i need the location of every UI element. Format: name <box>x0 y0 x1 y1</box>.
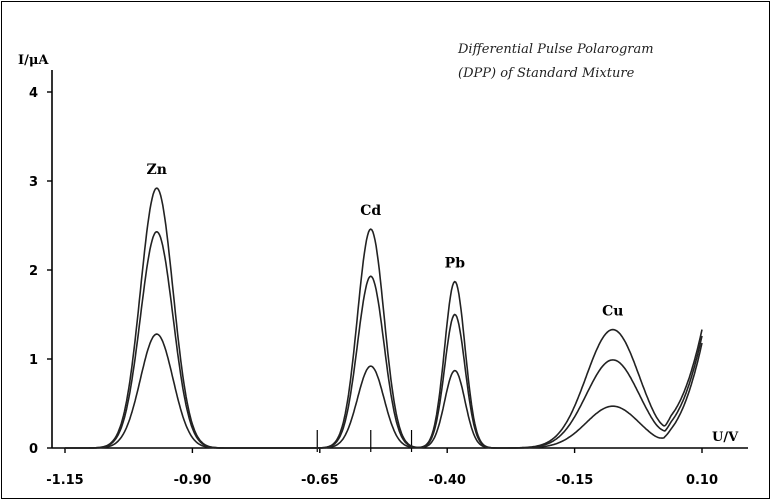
y-tick-label-3: 3 <box>29 175 38 190</box>
peak-label-zn: Zn <box>147 162 167 178</box>
dpp-curve-3 <box>65 333 703 449</box>
dpp-curve-2 <box>65 231 703 449</box>
y-tick-label-1: 1 <box>29 353 38 368</box>
peak-label-cu: Cu <box>602 304 623 320</box>
x-tick-label-5: 0.10 <box>686 473 718 488</box>
chart-title-line-1: Differential Pulse Polarogram <box>457 42 654 57</box>
x-tick-label-4: -0.15 <box>556 473 593 488</box>
y-tick-label-0: 0 <box>29 442 38 457</box>
dpp-curve-1 <box>65 187 703 449</box>
x-tick-label-0: -1.15 <box>46 473 83 488</box>
y-tick-label-4: 4 <box>29 86 38 101</box>
x-axis-label: U/V <box>712 430 739 445</box>
peak-label-cd: Cd <box>360 203 381 219</box>
y-tick-label-2: 2 <box>29 264 38 279</box>
x-tick-label-2: -0.65 <box>301 473 338 488</box>
chart-title-line-2: (DPP) of Standard Mixture <box>458 66 635 81</box>
x-tick-label-1: -0.90 <box>174 473 211 488</box>
x-tick-label-3: -0.40 <box>428 473 465 488</box>
y-axis-label: I/μA <box>18 53 49 68</box>
peak-label-pb: Pb <box>445 256 466 272</box>
